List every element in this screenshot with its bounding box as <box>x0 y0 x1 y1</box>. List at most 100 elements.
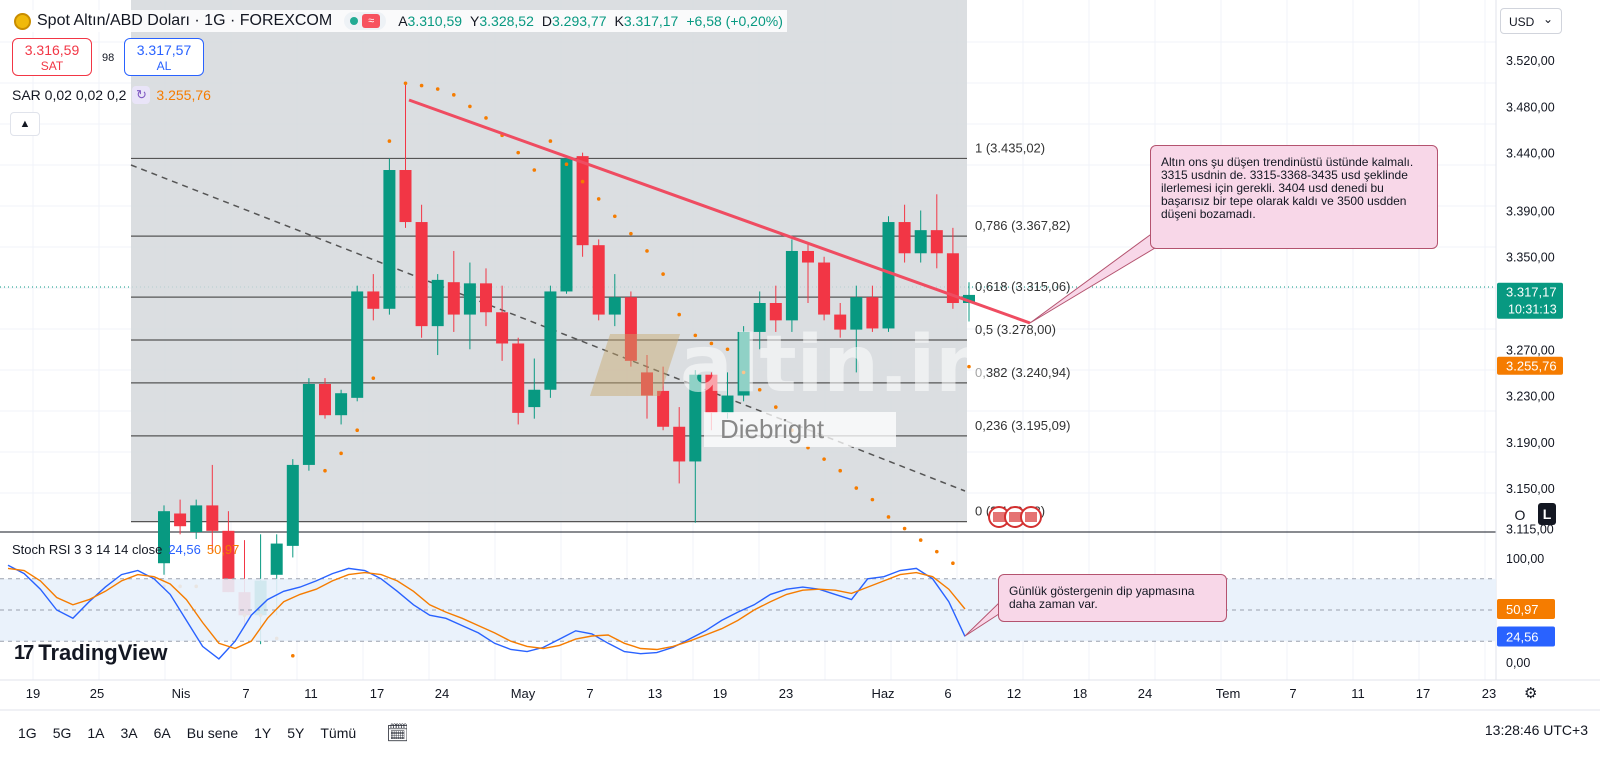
sar-point <box>580 179 585 184</box>
candle-body <box>850 297 863 330</box>
sell-price: 3.316,59 <box>24 42 80 58</box>
candle-body <box>769 303 782 321</box>
gold-coin-icon <box>14 12 31 30</box>
flag-stripes <box>993 512 1005 522</box>
sar-point <box>822 457 826 461</box>
collapse-legend-button[interactable]: ▲ <box>10 112 40 136</box>
tf-1g[interactable]: 1G <box>18 725 37 741</box>
candle-body <box>463 283 476 315</box>
candle-body <box>946 253 959 304</box>
fib-label: 0,786 (3.367,82) <box>975 218 1070 233</box>
stoch-rsi-legend[interactable]: Stoch RSI 3 3 14 14 close 24,56 50,97 <box>12 542 239 557</box>
time-tick: 13 <box>648 686 662 701</box>
candle-body <box>866 297 879 329</box>
tradingview-logo[interactable]: 17 TradingView <box>14 640 167 666</box>
tf-5y[interactable]: 5Y <box>287 725 305 741</box>
price-tick: 3.480,00 <box>1506 100 1555 114</box>
symbol-header[interactable]: Spot Altın/ABD Doları · 1G · FOREXCOM ≈ … <box>10 10 787 32</box>
candle-body <box>818 262 831 315</box>
price-tick: 3.190,00 <box>1506 436 1555 450</box>
tf-all[interactable]: Tümü <box>320 725 357 741</box>
sar-point <box>951 561 955 566</box>
candle-body <box>737 331 750 396</box>
ohlc-values: A3.310,59 Y3.328,52 D3.293,77 K3.317,17 … <box>398 13 783 29</box>
sell-button[interactable]: 3.316,59 SAT <box>12 38 92 76</box>
sar-point <box>323 468 327 473</box>
candle-body <box>785 250 798 321</box>
candle-body <box>270 543 283 575</box>
stoch-k-tag <box>1497 626 1555 647</box>
buy-button[interactable]: 3.317,57 AL <box>124 38 204 76</box>
refresh-icon[interactable]: ↻ <box>132 86 151 104</box>
sell-label: SAT <box>40 59 64 73</box>
stoch-d-tag <box>1497 598 1555 619</box>
time-tick: Nis <box>172 686 191 701</box>
candle-body <box>431 279 444 327</box>
fib-label: 0,236 (3.195,09) <box>975 418 1070 433</box>
candle-body <box>399 170 412 223</box>
time-axis[interactable]: 19 25 Nis 7 11 17 24 May 7 13 19 23 Haz 6 12 18 24 Tem 7 11… <box>26 686 1496 701</box>
sar-point <box>741 370 746 375</box>
tf-ytd[interactable]: Bu sene <box>186 725 239 741</box>
stoch-k-line <box>7 564 966 660</box>
sar-legend[interactable]: SAR 0,02 0,02 0,2 ↻ 3.255,76 <box>12 86 211 104</box>
candle-body <box>351 291 364 398</box>
stoch-d-value: 50,97 <box>206 542 240 557</box>
candle-body <box>657 390 670 427</box>
brand-name: TradingView <box>38 640 168 665</box>
sar-price-tag <box>1497 356 1563 375</box>
price-tick: 3.270,00 <box>1506 343 1555 357</box>
calendar-icon[interactable]: 🗓 <box>386 722 410 743</box>
last-price-tag <box>1497 282 1563 319</box>
price-axis[interactable]: 3.560,003.520,003.480,003.440,003.390,00… <box>1497 8 1563 670</box>
wave-icon: ≈ <box>362 14 381 28</box>
candle-body <box>592 245 605 315</box>
sar-point <box>548 139 553 143</box>
rsi-tick: 100,00 <box>1506 552 1544 566</box>
tf-1y[interactable]: 1Y <box>254 725 272 741</box>
time-tick: Tem <box>1216 686 1241 701</box>
fib-label: 0,618 (3.315,06) <box>975 279 1070 294</box>
candle-body <box>544 291 557 390</box>
sar-point <box>918 538 923 542</box>
candle-body <box>158 511 170 564</box>
log-scale-button[interactable]: L <box>1538 503 1556 525</box>
event-flags <box>988 506 1042 528</box>
market-status[interactable]: ≈ <box>344 12 387 30</box>
sar-point <box>339 451 343 456</box>
sar-point <box>967 364 971 369</box>
scale-option-o[interactable]: O <box>1514 507 1526 523</box>
candles <box>158 83 975 645</box>
time-tick: 25 <box>90 686 104 701</box>
candle-body <box>222 530 235 593</box>
timeframe-bar: 1G 5G 1A 3A 6A Bu sene 1Y 5Y Tümü 🗓 <box>0 718 417 748</box>
rsi-note[interactable]: Günlük göstergenin dip yapmasına daha za… <box>998 574 1227 622</box>
sar-point <box>661 272 665 276</box>
sar-point <box>484 116 488 120</box>
sar-point <box>403 81 408 86</box>
tf-6a[interactable]: 6A <box>153 725 171 741</box>
tf-5g[interactable]: 5G <box>52 725 72 741</box>
candle-body <box>963 294 975 304</box>
sar-point <box>613 214 617 219</box>
buy-price: 3.317,57 <box>136 42 192 58</box>
sar-point <box>870 497 875 502</box>
falling-trendline[interactable] <box>408 98 1031 325</box>
sar-point <box>838 468 842 473</box>
sar-point <box>452 93 456 97</box>
candle-body <box>496 312 509 344</box>
gear-icon[interactable]: ⚙ <box>1524 685 1538 702</box>
clock[interactable]: 13:28:46 UTC+3 <box>1484 722 1588 738</box>
tf-1a[interactable]: 1A <box>87 725 105 741</box>
sar-point <box>291 653 295 658</box>
candle-body <box>190 505 203 532</box>
price-change: +6,58 (+0,20%) <box>686 13 783 29</box>
analysis-note[interactable]: Altın ons şu düşen trendinüstü üstünde k… <box>1150 145 1438 249</box>
currency-select[interactable]: USD ⌄ <box>1500 8 1562 34</box>
candle-body <box>528 389 541 408</box>
rsi-tick: 0,00 <box>1506 656 1530 670</box>
tf-3a[interactable]: 3A <box>120 725 138 741</box>
fib-label: 0,5 (3.278,00) <box>975 322 1056 337</box>
time-tick: 11 <box>304 686 318 701</box>
